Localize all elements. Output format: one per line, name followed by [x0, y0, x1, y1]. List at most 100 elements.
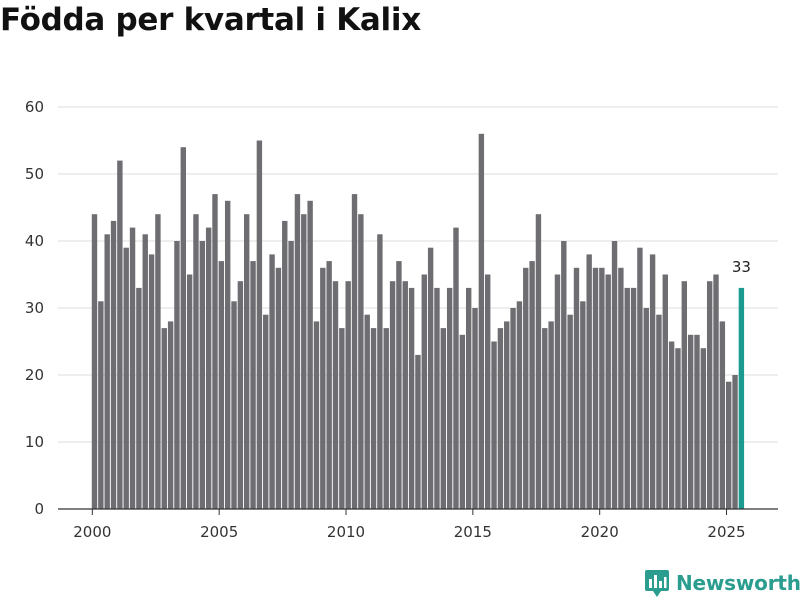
bar-2022-q3	[662, 274, 668, 509]
brand-name: Newsworthy	[676, 571, 800, 595]
bar-2020-q1	[599, 267, 605, 509]
bar-2002-q2	[148, 254, 155, 509]
x-axis-ticks: 2000 2005 2010 2015 2020 2025	[73, 509, 746, 541]
bar-2007-q3	[282, 220, 288, 509]
bar-2018-q1	[548, 321, 554, 509]
bar-2007-q2	[275, 267, 282, 509]
y-axis-ticks: 0 10 20 30 40 50 60	[25, 98, 44, 518]
bar-2001-q3	[129, 227, 136, 509]
bar-2007-q1	[269, 254, 275, 509]
bar-2015-q1	[472, 308, 478, 509]
bar-2023-q2	[681, 281, 688, 509]
x-tick-label-2020: 2020	[581, 523, 619, 541]
bar-2022-q2	[656, 314, 662, 509]
bar-2015-q2	[478, 133, 485, 510]
bar-2001-q2	[123, 247, 129, 509]
bar-2009-q3	[332, 281, 339, 509]
bar-2024-q4	[719, 321, 726, 509]
x-tick-label-2005: 2005	[200, 523, 238, 541]
bar-2018-q4	[567, 314, 573, 509]
y-tick-label-20: 20	[25, 366, 44, 384]
y-tick-label-40: 40	[25, 232, 44, 250]
bar-2006-q1	[244, 214, 250, 509]
bar-2008-q2	[301, 214, 307, 509]
bar-2011-q2	[377, 234, 383, 510]
bar-2024-q1	[700, 348, 707, 509]
highlight-bar	[738, 287, 745, 509]
bar-2014-q2	[453, 227, 459, 509]
bar-2005-q3	[231, 301, 237, 509]
annotations: 33	[732, 258, 751, 276]
bar-2014-q1	[446, 287, 453, 509]
bar-2000-q3	[104, 234, 110, 510]
bar-2011-q4	[389, 281, 396, 509]
bar-2017-q1	[523, 267, 529, 509]
bar-2023-q1	[675, 348, 681, 509]
bar-2017-q3	[535, 214, 542, 509]
bar-2001-q4	[136, 287, 142, 509]
bar-2024-q3	[713, 274, 719, 509]
bar-2006-q2	[250, 261, 256, 509]
bar-2014-q3	[459, 334, 466, 509]
bar-2009-q4	[339, 328, 345, 509]
x-tick-label-2010: 2010	[327, 523, 365, 541]
bar-2018-q2	[554, 274, 561, 509]
bar-2005-q2	[224, 200, 231, 510]
bar-2016-q4	[516, 301, 523, 509]
bar-2010-q1	[345, 281, 351, 509]
bar-2003-q3	[180, 147, 186, 509]
bar-2004-q2	[199, 241, 206, 509]
bar-2000-q4	[110, 220, 117, 509]
bar-2016-q2	[504, 321, 510, 509]
bar-2004-q1	[193, 214, 199, 509]
bars	[58, 133, 778, 510]
bar-2005-q4	[237, 281, 244, 509]
bar-2010-q4	[364, 314, 370, 509]
bar-2006-q3	[256, 140, 263, 509]
bar-2020-q3	[611, 241, 618, 509]
bar-2019-q2	[580, 301, 586, 509]
bar-2021-q3	[637, 247, 643, 509]
bar-2021-q2	[630, 287, 637, 509]
bar-2025-q1	[726, 381, 732, 509]
bar-2015-q3	[485, 274, 491, 509]
bar-2003-q1	[167, 321, 174, 509]
bar-2009-q1	[320, 267, 326, 509]
bar-2005-q1	[218, 261, 225, 509]
bar-2003-q4	[186, 274, 193, 509]
bar-2022-q4	[668, 341, 675, 509]
highlight-value-label: 33	[732, 258, 751, 276]
bar-2008-q3	[307, 200, 313, 510]
bar-2002-q3	[155, 214, 161, 509]
x-tick-label-2015: 2015	[454, 523, 492, 541]
bar-2021-q1	[624, 287, 630, 509]
y-tick-label-10: 10	[25, 433, 44, 451]
y-tick-label-60: 60	[25, 98, 44, 116]
bar-2003-q2	[174, 241, 180, 509]
bar-2016-q3	[510, 308, 516, 509]
bar-2013-q2	[427, 247, 434, 509]
bar-2019-q1	[573, 267, 580, 509]
bar-2024-q2	[706, 281, 713, 509]
bar-chart-logo-icon	[645, 570, 669, 597]
y-tick-label-50: 50	[25, 165, 44, 183]
bar-2013-q4	[440, 328, 447, 509]
bar-2020-q4	[618, 267, 624, 509]
bar-2019-q4	[592, 267, 599, 509]
bar-2000-q2	[98, 301, 104, 509]
bar-2020-q2	[605, 274, 611, 509]
bar-2008-q4	[313, 321, 320, 509]
newsworthy-brand: Newsworthy	[644, 567, 800, 599]
bar-2014-q4	[465, 287, 472, 509]
bar-2021-q4	[643, 308, 649, 509]
bar-2007-q4	[288, 241, 294, 509]
bar-2017-q2	[529, 261, 535, 509]
bar-2002-q4	[161, 328, 167, 509]
chart-title: Födda per kvartal i Kalix	[0, 2, 421, 38]
bar-2012-q1	[396, 261, 402, 509]
bar-2006-q4	[263, 314, 269, 509]
bar-2019-q3	[586, 254, 592, 509]
bar-2025-q2	[732, 375, 738, 509]
y-tick-label-30: 30	[25, 299, 44, 317]
